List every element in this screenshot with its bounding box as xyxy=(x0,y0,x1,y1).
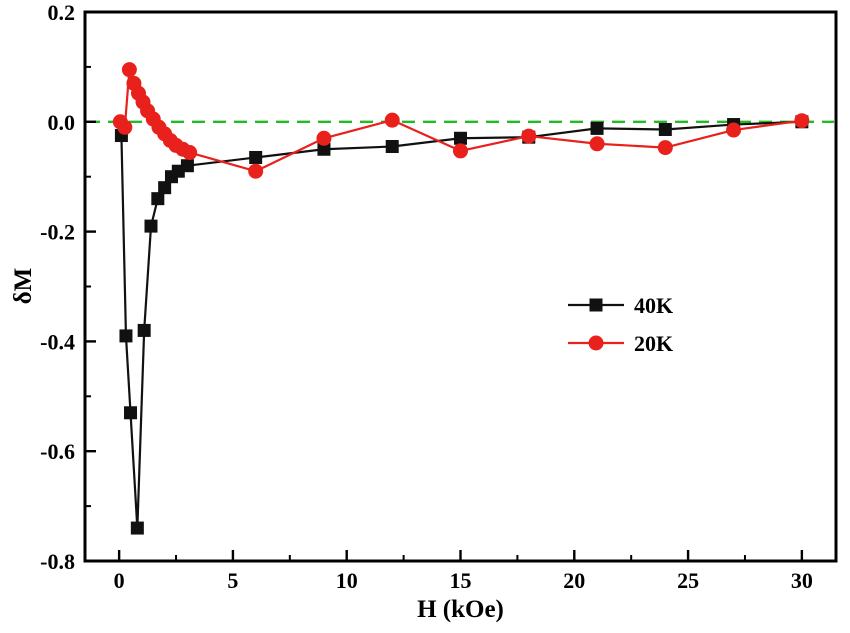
legend-item-40K: 40K xyxy=(568,293,673,318)
legend-item-20K: 20K xyxy=(568,331,673,356)
marker-circle xyxy=(121,62,137,78)
plot-frame xyxy=(83,10,838,563)
marker-circle xyxy=(384,112,400,128)
legend-label: 40K xyxy=(634,293,673,318)
legend-marker-circle xyxy=(588,335,604,351)
marker-square xyxy=(385,140,399,154)
x-tick-label: 5 xyxy=(227,568,238,593)
x-tick-label: 0 xyxy=(114,568,125,593)
marker-circle xyxy=(182,145,198,161)
y-tick-label: -0.6 xyxy=(40,439,75,464)
marker-circle xyxy=(117,119,133,135)
legend-marker-square xyxy=(589,298,603,312)
marker-circle xyxy=(726,122,742,138)
marker-square xyxy=(454,131,467,145)
x-tick-label: 10 xyxy=(336,568,358,593)
legend-label: 20K xyxy=(634,331,673,356)
series-40K xyxy=(114,115,809,535)
series-line-40K xyxy=(120,120,802,530)
marker-circle xyxy=(589,136,605,152)
marker-square xyxy=(144,219,158,233)
marker-square xyxy=(180,159,194,173)
marker-circle xyxy=(453,143,468,159)
y-tick-label: -0.4 xyxy=(40,329,75,354)
marker-square xyxy=(119,329,133,343)
marker-square xyxy=(130,521,144,535)
y-tick-label: 0.2 xyxy=(48,0,76,25)
y-tick-label: -0.8 xyxy=(40,549,75,574)
x-tick-label: 20 xyxy=(563,568,585,593)
y-axis-label: δM xyxy=(10,267,37,305)
x-tick-label: 15 xyxy=(450,568,472,593)
marker-square xyxy=(249,150,263,164)
x-tick-label: 25 xyxy=(677,568,699,593)
marker-circle xyxy=(316,130,332,146)
y-tick-label: -0.2 xyxy=(40,220,75,245)
marker-circle xyxy=(794,113,810,129)
marker-square xyxy=(317,142,331,156)
marker-square xyxy=(590,121,604,135)
x-axis-label: H (kOe) xyxy=(417,596,504,623)
legend: 40K 20K xyxy=(568,293,673,356)
x-tick-label: 30 xyxy=(791,568,813,593)
marker-square xyxy=(151,192,165,206)
marker-square xyxy=(124,406,138,420)
series-20K xyxy=(112,62,810,179)
marker-square xyxy=(658,122,672,136)
marker-circle xyxy=(657,140,673,156)
marker-square xyxy=(158,181,172,195)
marker-square xyxy=(137,323,151,337)
marker-circle xyxy=(248,163,264,179)
marker-circle xyxy=(521,128,537,144)
y-tick-label: 0.0 xyxy=(48,110,76,135)
